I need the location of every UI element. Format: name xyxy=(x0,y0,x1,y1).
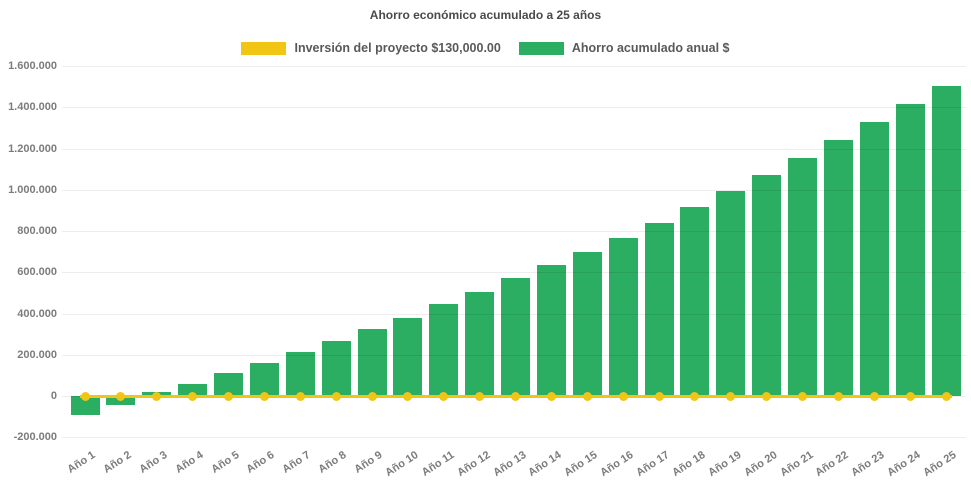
y-tick-label: 1.200.000 xyxy=(8,142,57,155)
line-marker xyxy=(690,391,700,401)
line-marker xyxy=(259,391,269,401)
bar-year-22 xyxy=(823,140,853,397)
bar-year-15 xyxy=(572,251,602,397)
line-marker xyxy=(80,391,90,401)
bar-year-23 xyxy=(859,122,889,397)
line-marker xyxy=(618,391,628,401)
bar-year-14 xyxy=(536,265,566,397)
bar-year-20 xyxy=(752,174,782,397)
line-marker xyxy=(869,391,879,401)
line-marker xyxy=(331,391,341,401)
legend-item-investment[interactable]: Inversión del proyecto $130,000.00 xyxy=(241,41,501,55)
gridline xyxy=(62,354,966,356)
bar-year-4 xyxy=(178,383,208,397)
y-tick-label: -200.000 xyxy=(13,431,57,444)
line-marker xyxy=(582,391,592,401)
gridline xyxy=(62,148,966,150)
y-tick-label: 800.000 xyxy=(17,225,57,238)
line-marker xyxy=(116,391,126,401)
line-marker xyxy=(152,391,162,401)
investment-swatch-icon xyxy=(241,41,287,55)
line-marker xyxy=(367,391,377,401)
line-marker xyxy=(511,391,520,401)
y-tick-label: 1.600.000 xyxy=(8,60,57,72)
legend-label-savings: Ahorro acumulado anual $ xyxy=(571,41,730,55)
line-marker xyxy=(833,391,843,401)
line-marker xyxy=(798,391,807,401)
line-marker xyxy=(654,391,664,401)
y-tick-label: 200.000 xyxy=(17,348,57,361)
bar-year-21 xyxy=(788,158,817,397)
y-tick-label: 400.000 xyxy=(17,307,57,320)
bar-year-7 xyxy=(285,351,315,397)
gridline xyxy=(62,272,966,274)
gridline xyxy=(62,231,966,233)
line-marker xyxy=(403,391,413,401)
line-marker xyxy=(905,391,915,401)
bar-year-8 xyxy=(321,340,351,397)
bar-year-25 xyxy=(931,85,961,397)
gridline xyxy=(62,189,966,191)
line-marker xyxy=(439,391,449,401)
chart-legend: Inversión del proyecto $130,000.00 Ahorr… xyxy=(0,41,971,55)
chart-title: Ahorro económico acumulado a 25 años xyxy=(369,8,602,22)
y-tick-label: 0 xyxy=(50,390,57,403)
bar-year-13 xyxy=(501,278,530,397)
bar-year-19 xyxy=(716,191,746,397)
line-marker xyxy=(295,391,305,401)
bar-year-12 xyxy=(465,291,495,397)
y-tick-label: 600.000 xyxy=(17,266,57,279)
bar-year-9 xyxy=(357,329,387,397)
line-marker xyxy=(224,391,233,401)
gridline xyxy=(62,66,966,67)
bar-year-5 xyxy=(214,373,243,397)
line-marker xyxy=(475,391,485,401)
line-marker xyxy=(546,391,556,401)
y-tick-label: 1.400.000 xyxy=(8,101,57,114)
legend-item-savings[interactable]: Ahorro acumulado anual $ xyxy=(518,41,730,55)
bar-year-24 xyxy=(895,104,925,397)
gridline xyxy=(62,437,966,439)
gridline xyxy=(62,313,966,315)
savings-swatch-icon xyxy=(518,41,564,55)
gridline xyxy=(62,107,966,109)
bar-year-17 xyxy=(644,222,674,397)
legend-label-investment: Inversión del proyecto $130,000.00 xyxy=(294,41,501,55)
line-marker xyxy=(762,391,772,401)
bar-year-10 xyxy=(393,317,423,397)
line-marker xyxy=(188,391,198,401)
bar-year-18 xyxy=(680,207,710,397)
line-marker xyxy=(726,391,736,401)
y-tick-label: 1.000.000 xyxy=(8,183,57,196)
line-marker xyxy=(941,391,951,401)
bar-year-11 xyxy=(429,304,459,397)
bar-year-1 xyxy=(70,396,100,415)
bar-year-16 xyxy=(608,237,638,397)
bar-year-6 xyxy=(249,363,279,397)
